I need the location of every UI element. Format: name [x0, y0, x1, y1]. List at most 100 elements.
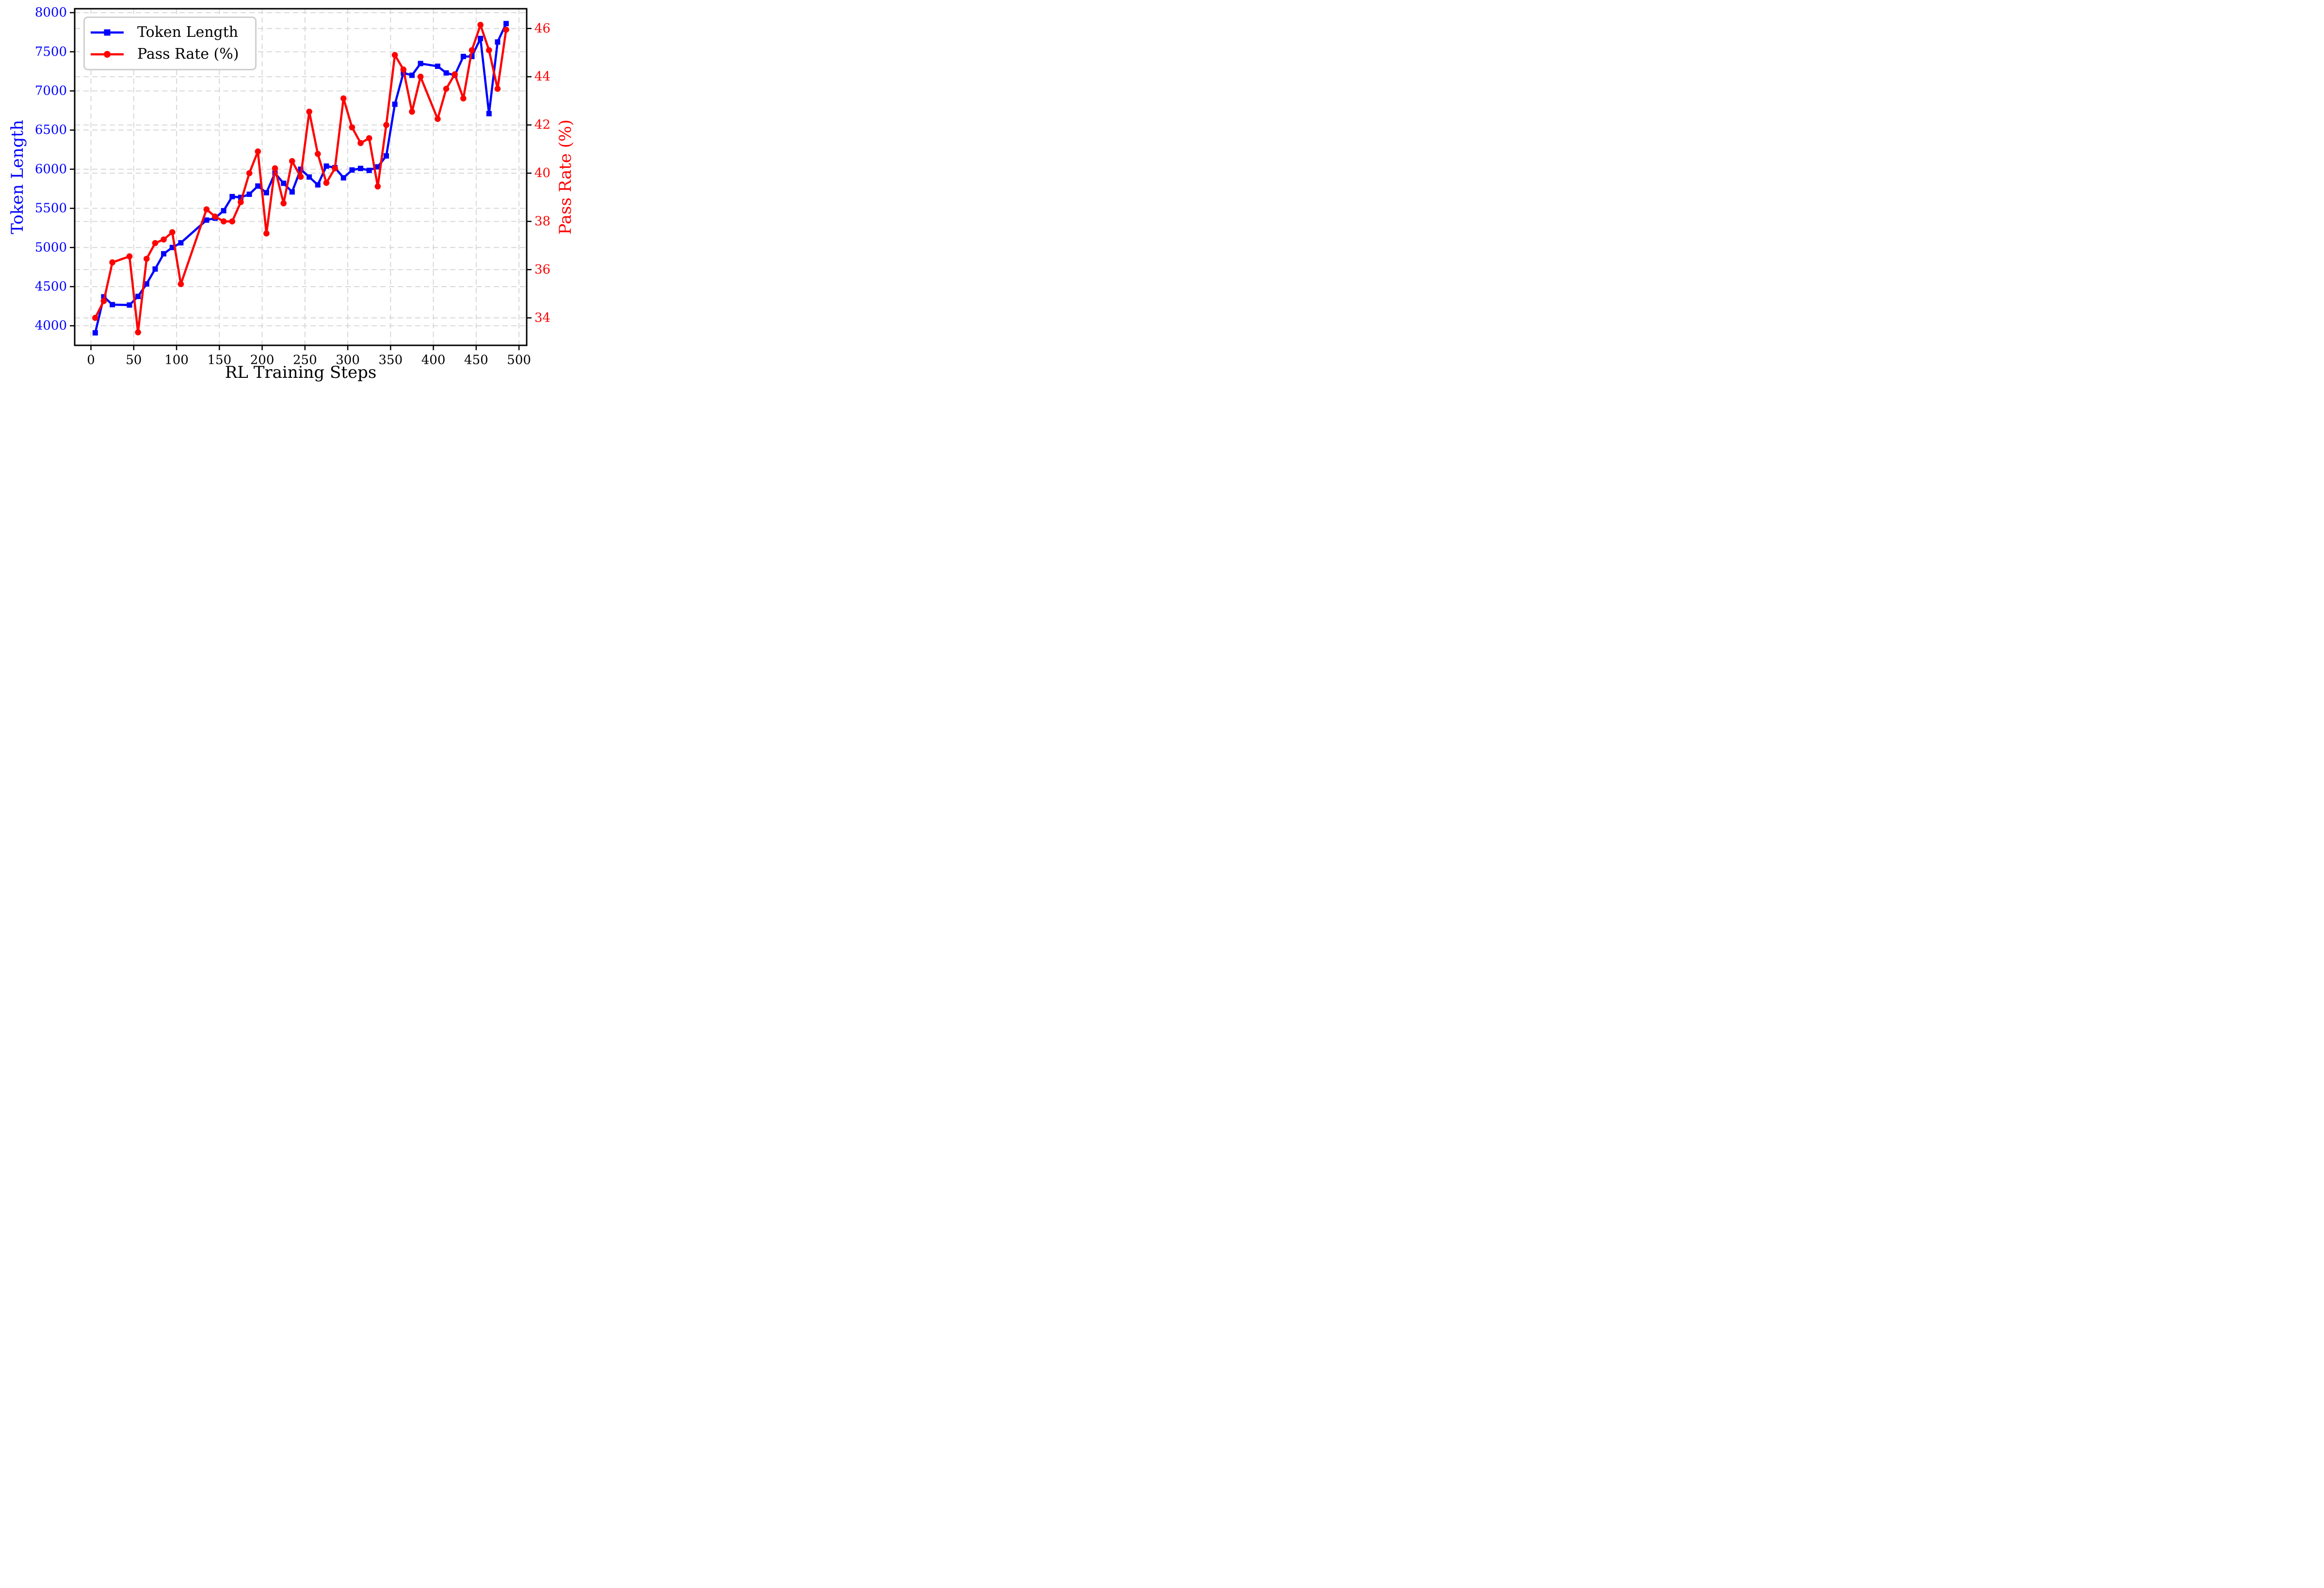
marker-square — [135, 293, 141, 299]
marker-square — [392, 101, 398, 107]
y-left-tick-label: 5500 — [35, 201, 67, 216]
legend-entry-token-length: Token Length — [90, 25, 255, 40]
marker-circle — [100, 298, 107, 304]
marker-circle — [477, 22, 484, 28]
marker-square — [443, 70, 449, 76]
y-axis-title-left: Token Length — [8, 120, 27, 234]
marker-circle — [435, 115, 441, 122]
legend: Token Length Pass Rate (%) — [83, 16, 257, 70]
marker-circle — [169, 229, 176, 236]
y-right-tick-label: 36 — [534, 262, 550, 277]
y-left-tick-label: 6500 — [35, 123, 67, 137]
marker-square — [409, 72, 415, 78]
marker-circle — [383, 122, 389, 128]
y-right-tick-label: 46 — [534, 21, 550, 36]
axes-frame — [74, 8, 528, 346]
marker-square — [366, 167, 372, 173]
marker-circle — [374, 183, 381, 190]
x-tick-label: 400 — [421, 353, 446, 367]
marker-square — [384, 153, 389, 159]
y-right-tick-label: 44 — [534, 69, 550, 84]
y-right-tick-label: 34 — [534, 310, 550, 325]
marker-square — [349, 167, 355, 173]
y-left-tick-label: 6000 — [35, 162, 67, 177]
marker-square — [161, 251, 167, 257]
marker-square — [478, 35, 484, 41]
x-tick-label: 300 — [336, 353, 360, 367]
marker-square — [221, 208, 226, 213]
y-left-tick-label: 7000 — [35, 83, 67, 98]
marker-circle — [486, 47, 492, 53]
marker-circle — [143, 256, 150, 262]
marker-square — [375, 164, 381, 170]
marker-square — [127, 302, 132, 308]
marker-square — [418, 61, 423, 66]
legend-label: Pass Rate (%) — [137, 46, 239, 63]
marker-circle — [417, 73, 424, 80]
y-left-tick-label: 8000 — [35, 5, 67, 20]
marker-circle — [503, 26, 509, 33]
marker-circle — [349, 124, 355, 130]
marker-circle — [229, 218, 236, 225]
marker-circle — [263, 230, 270, 237]
marker-square — [307, 174, 312, 180]
marker-circle — [340, 95, 347, 102]
marker-circle — [332, 165, 338, 172]
marker-circle — [152, 240, 159, 246]
marker-square — [238, 194, 243, 200]
marker-circle — [135, 329, 141, 336]
marker-circle — [443, 85, 450, 92]
marker-circle — [289, 158, 295, 164]
marker-square — [460, 53, 466, 59]
marker-square — [503, 21, 509, 27]
marker-circle — [126, 253, 133, 259]
marker-circle — [357, 140, 364, 146]
marker-circle — [161, 236, 167, 243]
y-right-tick-label: 40 — [534, 166, 550, 180]
marker-square — [110, 302, 115, 308]
marker-square — [340, 175, 346, 181]
marker-circle — [178, 281, 184, 288]
y-right-tick-label: 42 — [534, 118, 550, 132]
marker-circle — [452, 71, 458, 78]
token-length-line-icon — [91, 29, 124, 36]
y-axis-title-right: Pass Rate (%) — [556, 119, 575, 235]
x-tick-label: 500 — [507, 353, 531, 367]
legend-label: Token Length — [137, 24, 239, 41]
marker-circle — [391, 52, 398, 58]
marker-square — [469, 53, 475, 59]
marker-square — [255, 183, 261, 189]
marker-circle — [494, 85, 501, 92]
marker-square — [435, 64, 440, 69]
marker-circle — [255, 148, 261, 155]
marker-square — [92, 330, 98, 336]
x-tick-label: 450 — [464, 353, 488, 367]
marker-circle — [220, 218, 227, 225]
marker-square — [229, 194, 235, 199]
marker-circle — [92, 315, 98, 321]
y-right-tick-label: 38 — [534, 214, 550, 228]
legend-entry-pass-rate: Pass Rate (%) — [90, 47, 255, 62]
line-chart-plot-area: 0 50 100 150 200 250 300 350 400 450 500 4000 4500 50… — [35, 5, 550, 367]
x-tick-label: 250 — [293, 353, 317, 367]
marker-square — [281, 180, 287, 186]
marker-circle — [212, 213, 218, 220]
marker-circle — [203, 206, 210, 212]
x-tick-label: 100 — [164, 353, 189, 367]
x-tick-label: 50 — [126, 353, 142, 367]
marker-circle — [468, 47, 475, 53]
marker-circle — [238, 199, 244, 206]
y-left-tick-label: 7500 — [35, 45, 67, 59]
x-tick-label: 150 — [207, 353, 231, 367]
pass-rate-line-icon — [91, 51, 124, 58]
marker-square — [486, 111, 492, 116]
marker-circle — [460, 95, 467, 102]
x-tick-label: 350 — [379, 353, 403, 367]
marker-circle — [280, 200, 287, 207]
marker-circle — [366, 135, 372, 142]
marker-square — [144, 281, 149, 287]
marker-square — [178, 240, 184, 246]
marker-circle — [109, 259, 115, 266]
x-tick-label: 0 — [87, 353, 95, 367]
marker-circle — [400, 66, 407, 73]
